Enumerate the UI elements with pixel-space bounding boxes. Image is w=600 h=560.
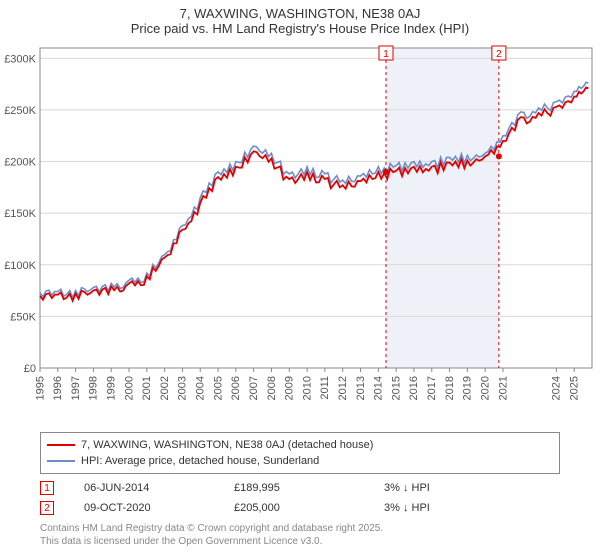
svg-text:£200K: £200K (4, 157, 36, 169)
svg-text:2: 2 (496, 49, 502, 60)
svg-text:£100K: £100K (4, 260, 36, 272)
svg-text:2025: 2025 (568, 376, 580, 400)
legend-label: HPI: Average price, detached house, Sund… (81, 453, 319, 469)
legend-label: 7, WAXWING, WASHINGTON, NE38 0AJ (detach… (81, 437, 373, 453)
svg-text:2002: 2002 (159, 376, 171, 400)
annotation-date: 09-OCT-2020 (84, 502, 234, 514)
annotation-price: £205,000 (234, 502, 384, 514)
svg-text:2000: 2000 (123, 376, 135, 400)
svg-text:2001: 2001 (141, 376, 153, 400)
svg-text:2010: 2010 (301, 376, 313, 400)
svg-text:£0: £0 (24, 363, 36, 375)
svg-text:£150K: £150K (4, 208, 36, 220)
svg-text:2019: 2019 (462, 376, 474, 400)
legend-item: HPI: Average price, detached house, Sund… (47, 453, 553, 469)
svg-text:2016: 2016 (408, 376, 420, 400)
svg-text:2005: 2005 (212, 376, 224, 400)
svg-text:2013: 2013 (355, 376, 367, 400)
annotation-pct: 3% ↓ HPI (384, 502, 504, 514)
svg-text:2011: 2011 (319, 376, 331, 400)
legend: 7, WAXWING, WASHINGTON, NE38 0AJ (detach… (40, 432, 560, 474)
svg-text:£300K: £300K (4, 53, 36, 65)
annotation-row: 2 09-OCT-2020 £205,000 3% ↓ HPI (40, 498, 580, 518)
svg-text:2021: 2021 (497, 376, 509, 400)
annotations: 1 06-JUN-2014 £189,995 3% ↓ HPI 2 09-OCT… (40, 478, 580, 518)
legend-swatch (47, 444, 75, 446)
svg-text:£250K: £250K (4, 105, 36, 117)
legend-swatch (47, 460, 75, 462)
svg-text:2014: 2014 (373, 376, 385, 400)
attribution: Contains HM Land Registry data © Crown c… (40, 522, 383, 548)
svg-text:£50K: £50K (10, 311, 36, 323)
annotation-pct: 3% ↓ HPI (384, 482, 504, 494)
svg-text:2008: 2008 (266, 376, 278, 400)
svg-text:1998: 1998 (88, 376, 100, 400)
attribution-line: This data is licensed under the Open Gov… (40, 535, 383, 548)
attribution-line: Contains HM Land Registry data © Crown c… (40, 522, 383, 535)
svg-text:2024: 2024 (551, 376, 563, 400)
annotation-date: 06-JUN-2014 (84, 482, 234, 494)
annotation-marker-icon: 1 (40, 481, 54, 495)
annotation-price: £189,995 (234, 482, 384, 494)
svg-text:2007: 2007 (248, 376, 260, 400)
svg-text:2003: 2003 (177, 376, 189, 400)
title-line-2: Price paid vs. HM Land Registry's House … (0, 21, 600, 36)
chart-svg: £0 £50K £100K £150K £200K £250K £300K 1995 1996 1… (0, 40, 600, 420)
svg-text:2018: 2018 (444, 376, 456, 400)
svg-text:1996: 1996 (52, 376, 64, 400)
svg-text:1995: 1995 (34, 376, 46, 400)
title-line-1: 7, WAXWING, WASHINGTON, NE38 0AJ (0, 6, 600, 21)
svg-text:1: 1 (383, 49, 389, 60)
svg-text:2020: 2020 (479, 376, 491, 400)
svg-text:2004: 2004 (195, 376, 207, 400)
root: 7, WAXWING, WASHINGTON, NE38 0AJ Price p… (0, 0, 600, 560)
annotation-marker-icon: 2 (40, 501, 54, 515)
svg-text:2009: 2009 (284, 376, 296, 400)
svg-text:1997: 1997 (70, 376, 82, 400)
svg-text:2017: 2017 (426, 376, 438, 400)
svg-text:1999: 1999 (106, 376, 118, 400)
svg-text:2006: 2006 (230, 376, 242, 400)
title-block: 7, WAXWING, WASHINGTON, NE38 0AJ Price p… (0, 0, 600, 36)
annotation-row: 1 06-JUN-2014 £189,995 3% ↓ HPI (40, 478, 580, 498)
chart: £0 £50K £100K £150K £200K £250K £300K 1995 1996 1… (0, 40, 600, 420)
legend-item: 7, WAXWING, WASHINGTON, NE38 0AJ (detach… (47, 437, 553, 453)
svg-text:2012: 2012 (337, 376, 349, 400)
svg-text:2015: 2015 (390, 376, 402, 400)
